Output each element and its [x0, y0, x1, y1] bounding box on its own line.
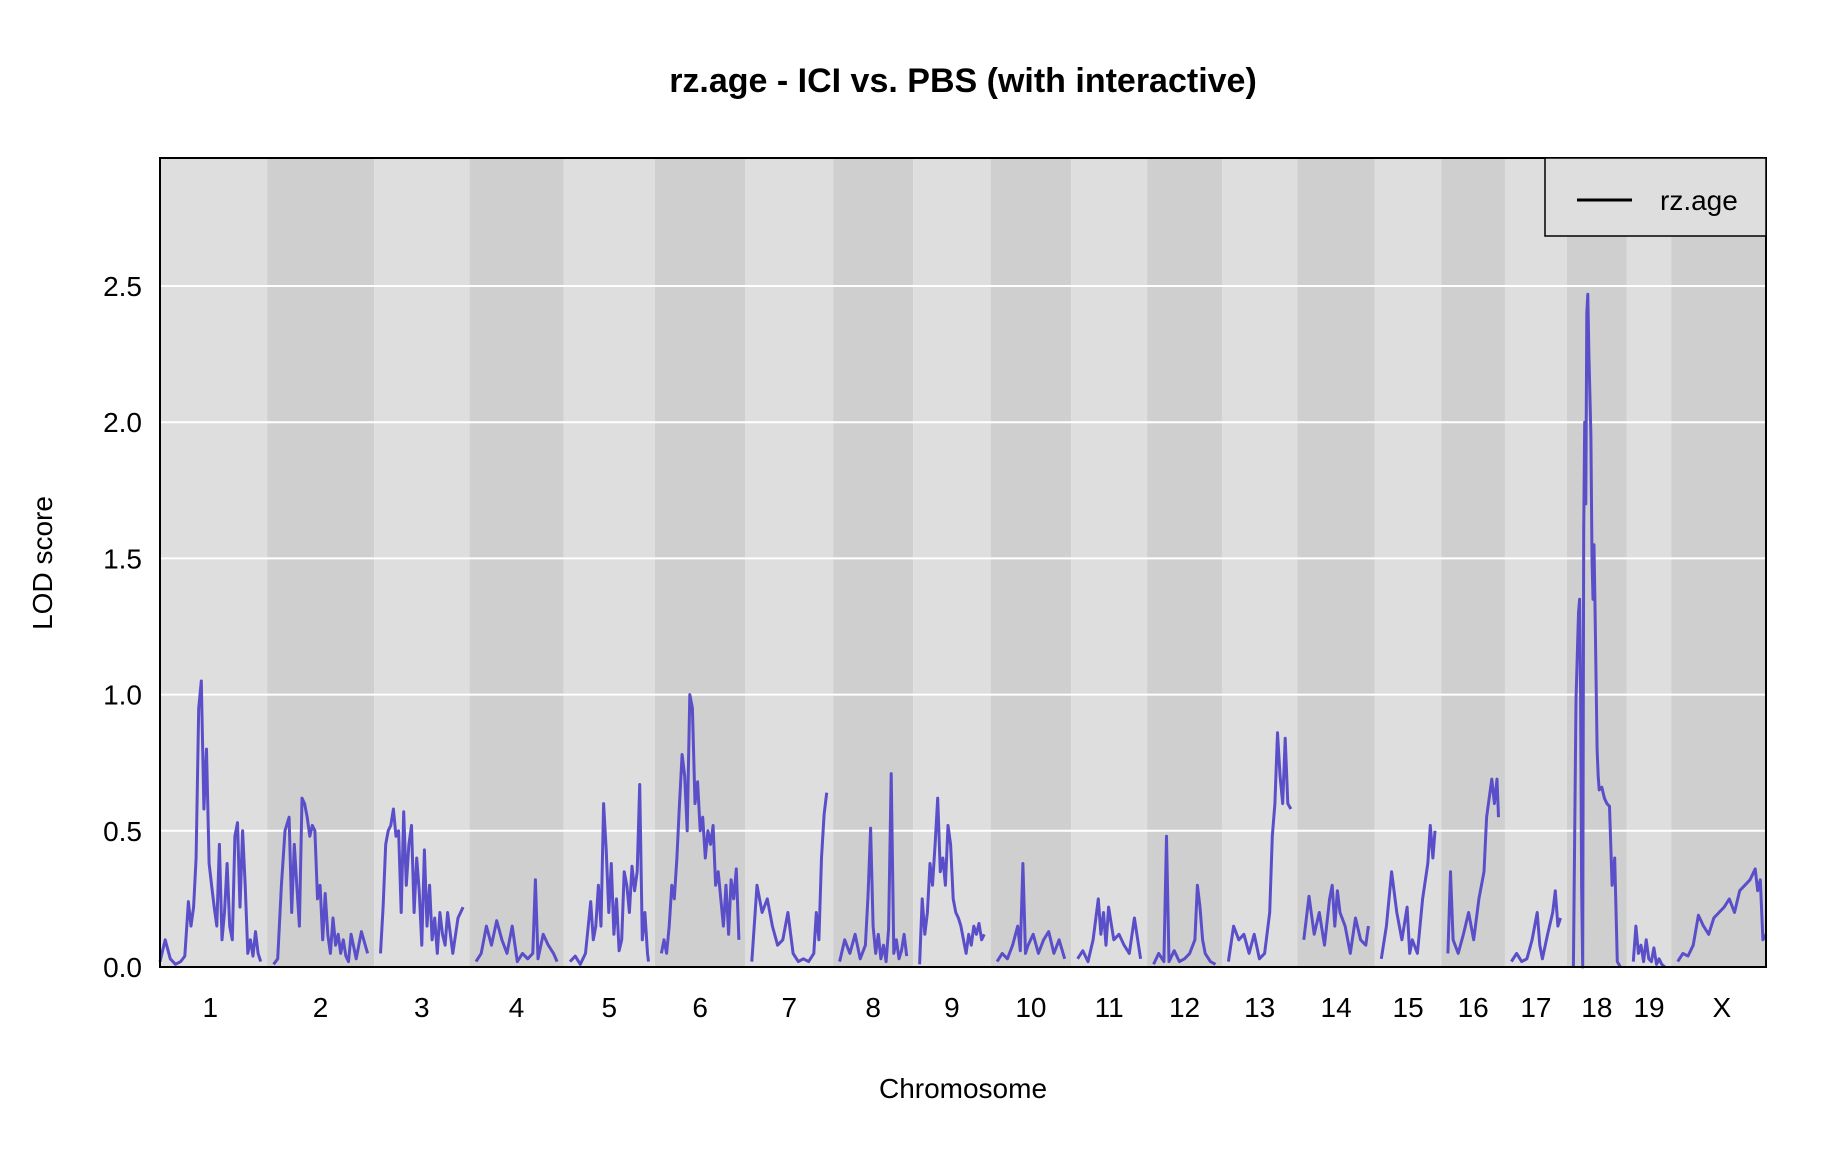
x-tick-label: 4 [509, 992, 525, 1023]
chromosome-band-9 [913, 158, 991, 967]
x-tick-label: 14 [1321, 992, 1352, 1023]
chromosome-band-4 [469, 158, 564, 967]
chromosome-band-16 [1441, 158, 1505, 967]
series-line-chr-13 [1226, 731, 1293, 962]
series-line-chr-11 [1076, 897, 1143, 964]
series-line-chr-8 [838, 772, 909, 964]
series-line-chr-18 [1571, 292, 1622, 969]
y-tick-label: 2.0 [103, 407, 142, 438]
chromosome-band-1 [160, 158, 268, 967]
x-tick-label: 13 [1244, 992, 1275, 1023]
x-axis-ticks: 1 2 3 4 5 6 7 8 9 10 11 12 13 14 15 16 17 18 19 X [203, 992, 1732, 1023]
y-tick-label: 1.5 [103, 543, 142, 574]
series-line-chr-2 [272, 796, 370, 966]
y-tick-label: 1.0 [103, 680, 142, 711]
series-line-chr-1 [158, 679, 263, 966]
x-tick-label: 5 [601, 992, 617, 1023]
legend: rz.age [1544, 157, 1767, 237]
series-line-chr-17 [1510, 889, 1562, 964]
x-tick-label: 7 [781, 992, 797, 1023]
chromosome-bands [160, 158, 1766, 967]
legend-box [1544, 157, 1767, 237]
chromosome-band-12 [1147, 158, 1222, 967]
y-tick-label: 0.5 [103, 816, 142, 847]
x-tick-label: 11 [1095, 992, 1124, 1023]
x-tick-label: 6 [692, 992, 708, 1023]
chart-title: rz.age - ICI vs. PBS (with interactive) [669, 62, 1257, 100]
series-line-chr-4 [474, 878, 559, 964]
chromosome-band-18 [1566, 158, 1627, 967]
x-tick-label: 12 [1169, 992, 1200, 1023]
series-line-chr-3 [379, 807, 465, 955]
series-line-chr-15 [1379, 823, 1437, 960]
series-line-chr-19 [1631, 924, 1666, 969]
chromosome-band-8 [833, 158, 914, 967]
chromosome-band-7 [745, 158, 834, 967]
x-tick-label: X [1713, 992, 1732, 1023]
x-tick-label: 17 [1520, 992, 1551, 1023]
y-tick-label: 2.5 [103, 271, 142, 302]
chromosome-band-6 [654, 158, 746, 967]
x-tick-label: 2 [313, 992, 329, 1023]
chromosome-band-14 [1297, 158, 1375, 967]
series-layer [158, 292, 1768, 969]
chromosome-band-13 [1221, 158, 1298, 967]
chromosome-band-3 [374, 158, 470, 967]
series-line-chr-12 [1152, 834, 1217, 966]
series-line-chr-16 [1446, 777, 1500, 955]
chromosome-band-19 [1626, 158, 1672, 967]
series-line-chr-9 [918, 796, 986, 965]
series-line-chr-14 [1302, 883, 1370, 955]
chromosome-band-X [1671, 158, 1766, 967]
series-line-chr-X [1676, 867, 1768, 963]
y-axis-ticks: 0.0 0.5 1.0 1.5 2.0 2.5 [103, 271, 142, 983]
x-tick-label: 19 [1633, 992, 1664, 1023]
x-tick-label: 3 [414, 992, 430, 1023]
x-axis-label: Chromosome [879, 1073, 1047, 1104]
x-tick-label: 9 [944, 992, 960, 1023]
chromosome-band-17 [1504, 158, 1567, 967]
x-tick-label: 8 [865, 992, 881, 1023]
series-line-chr-10 [995, 862, 1067, 963]
x-tick-label: 15 [1393, 992, 1424, 1023]
x-tick-label: 1 [203, 992, 219, 1023]
x-tick-label: 16 [1458, 992, 1489, 1023]
y-axis-label: LOD score [27, 496, 58, 630]
x-tick-label: 18 [1581, 992, 1612, 1023]
chromosome-band-10 [990, 158, 1072, 967]
y-tick-label: 0.0 [103, 952, 142, 983]
chromosome-band-11 [1071, 158, 1148, 967]
plot-frame [159, 157, 1767, 968]
series-line-chr-5 [568, 783, 650, 966]
series-line-chr-6 [659, 693, 741, 955]
series-line-chr-7 [750, 792, 829, 964]
x-tick-label: 10 [1015, 992, 1046, 1023]
legend-label: rz.age [1660, 185, 1738, 216]
